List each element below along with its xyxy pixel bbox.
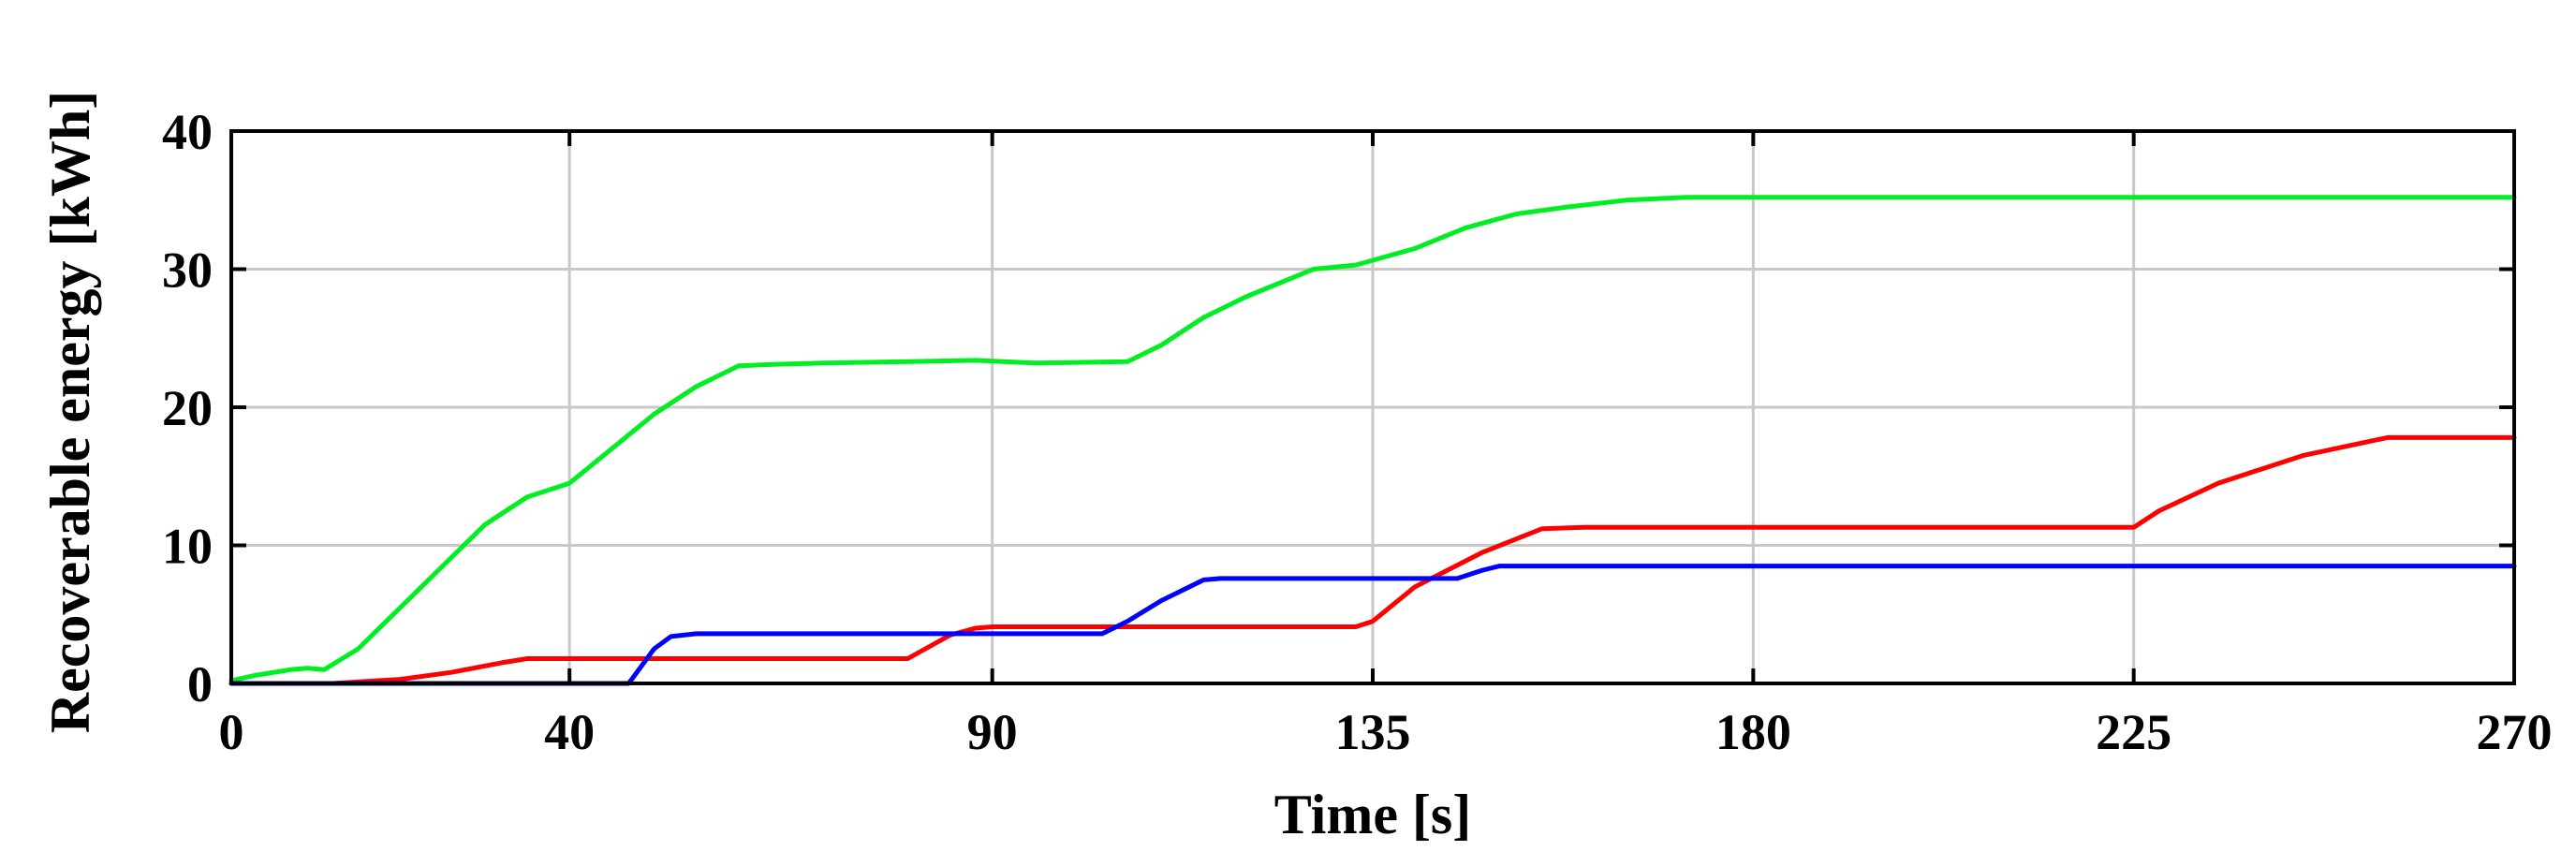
series-line (228, 195, 2517, 683)
y-axis-label: Recoverable energy [kWh] (39, 91, 101, 733)
x-tick-label: 40 (544, 704, 595, 760)
x-axis-label: Time [s] (1274, 784, 1472, 845)
series-line (228, 434, 2517, 686)
y-tick-label: 0 (187, 656, 213, 712)
series-lines (228, 195, 2517, 686)
y-tick-label: 30 (162, 242, 213, 299)
x-tick-label: 270 (2477, 704, 2553, 760)
y-tick-label: 10 (162, 519, 213, 575)
y-tick-labels: 0 10 20 30 40 (162, 104, 213, 712)
y-tick-label: 20 (162, 380, 213, 436)
grid-lines (231, 131, 2514, 683)
axis-ticks (229, 129, 2516, 685)
x-tick-label: 90 (967, 704, 1018, 760)
x-tick-label: 180 (1715, 704, 1791, 760)
x-tick-label: 135 (1335, 704, 1411, 760)
x-tick-labels: 0 40 90 135 180 225 270 (219, 704, 2553, 760)
x-tick-label: 0 (219, 704, 244, 760)
series-line (228, 564, 2517, 686)
x-tick-label: 225 (2096, 704, 2171, 760)
y-tick-label: 40 (162, 104, 213, 160)
